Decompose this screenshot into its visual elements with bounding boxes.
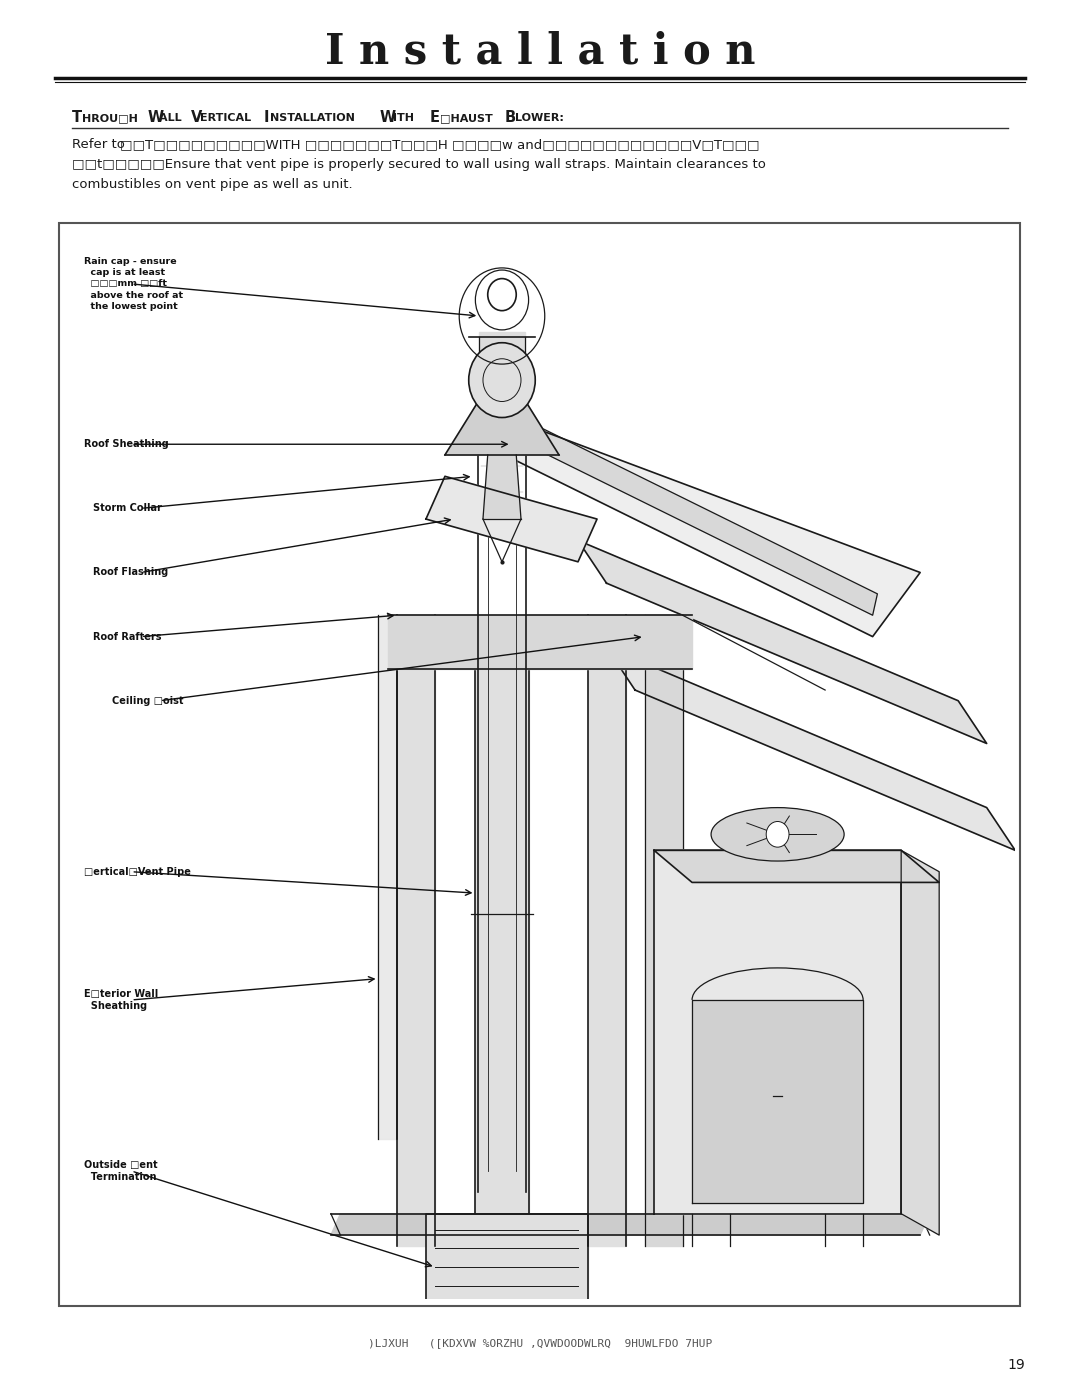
Text: □□t□□□□□Ensure that vent pipe is properly secured to wall using wall straps. Mai: □□t□□□□□Ensure that vent pipe is properl… — [72, 158, 766, 170]
Text: □HAUST: □HAUST — [440, 113, 492, 123]
Polygon shape — [607, 647, 1015, 851]
Text: LOWER:: LOWER: — [515, 113, 564, 123]
Polygon shape — [330, 1214, 930, 1235]
Text: Roof Rafters: Roof Rafters — [93, 631, 162, 641]
Polygon shape — [378, 615, 397, 1139]
Text: I n s t a l l a t i o n: I n s t a l l a t i o n — [325, 31, 755, 73]
Text: Outside □ent
  Termination: Outside □ent Termination — [84, 1160, 158, 1182]
Polygon shape — [426, 1214, 588, 1320]
Text: HROU□H: HROU□H — [82, 113, 141, 123]
Polygon shape — [654, 851, 901, 1214]
Text: Refer to: Refer to — [72, 138, 130, 151]
Text: Ceiling □oist: Ceiling □oist — [112, 696, 184, 705]
Polygon shape — [397, 615, 435, 1246]
Polygon shape — [645, 615, 683, 1246]
Polygon shape — [480, 332, 525, 369]
Polygon shape — [475, 637, 528, 1214]
Polygon shape — [388, 615, 692, 669]
Text: E: E — [430, 110, 440, 124]
Polygon shape — [426, 476, 597, 562]
Text: NSTALLATION: NSTALLATION — [270, 113, 359, 123]
Polygon shape — [445, 401, 559, 455]
Text: B: B — [505, 110, 516, 124]
Text: Rain cap - ensure
  cap is at least
  □□□mm □□ft
  above the roof at
  the lowes: Rain cap - ensure cap is at least □□□mm … — [84, 257, 183, 310]
Text: Roof Flashing: Roof Flashing — [93, 567, 168, 577]
Circle shape — [488, 278, 516, 310]
Ellipse shape — [711, 807, 845, 861]
Bar — [59, 224, 1020, 1306]
Text: E□terior Wall
  Sheathing: E□terior Wall Sheathing — [84, 989, 158, 1011]
Text: 19: 19 — [1008, 1358, 1025, 1372]
Polygon shape — [654, 851, 940, 883]
Text: Storm Collar: Storm Collar — [93, 503, 162, 513]
Polygon shape — [578, 541, 987, 743]
Text: W: W — [148, 110, 164, 124]
Text: ERTICAL: ERTICAL — [200, 113, 255, 123]
Text: W: W — [380, 110, 396, 124]
Polygon shape — [901, 851, 940, 1235]
Text: □ertical□Vent Pipe: □ertical□Vent Pipe — [84, 866, 191, 877]
Polygon shape — [483, 423, 920, 637]
Text: T: T — [72, 110, 82, 124]
Polygon shape — [483, 401, 877, 615]
Text: □□T□□□□□□□□□WITH □□□□□□□T□□□H □□□□w and□□□□□□□□□□□□V□T□□□: □□T□□□□□□□□□WITH □□□□□□□T□□□H □□□□w and□… — [120, 138, 759, 151]
Text: combustibles on vent pipe as well as unit.: combustibles on vent pipe as well as uni… — [72, 177, 353, 191]
Text: ALL: ALL — [159, 113, 186, 123]
Text: V: V — [191, 110, 202, 124]
Circle shape — [766, 821, 789, 847]
Polygon shape — [692, 1000, 863, 1203]
Text: )LJXUH   ([KDXVW %ORZHU ,QVWDOODWLRQ  9HUWLFDO 7HUP: )LJXUH ([KDXVW %ORZHU ,QVWDOODWLRQ 9HUWL… — [368, 1338, 712, 1348]
Text: Roof Sheathing: Roof Sheathing — [84, 439, 168, 450]
Text: I: I — [264, 110, 270, 124]
Polygon shape — [588, 615, 625, 1246]
Polygon shape — [483, 455, 521, 520]
Circle shape — [469, 342, 536, 418]
Text: ITH: ITH — [393, 113, 422, 123]
